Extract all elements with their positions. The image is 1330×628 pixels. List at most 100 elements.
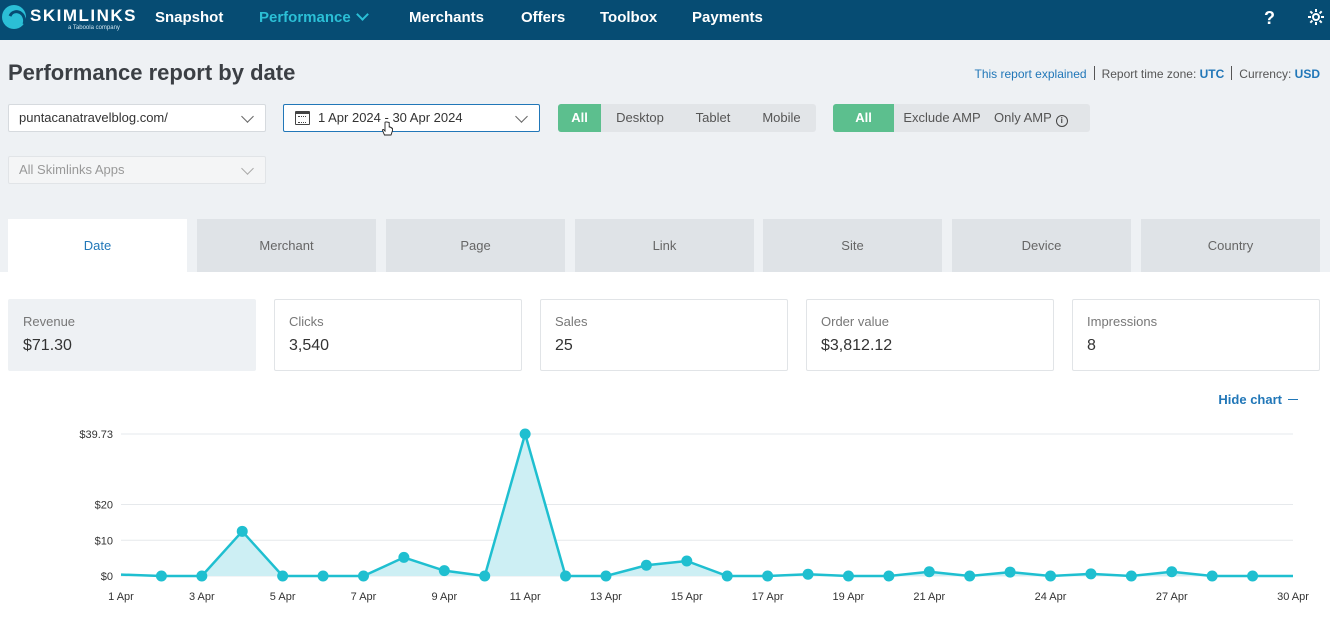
only-amp-button[interactable]: Only AMP i <box>990 104 1090 132</box>
data-point[interactable] <box>721 570 733 582</box>
metric-label: Order value <box>821 314 889 329</box>
tab-link[interactable]: Link <box>575 219 754 272</box>
hide-chart-button[interactable]: Hide chart <box>1218 392 1298 407</box>
device-desktop-button[interactable]: Desktop <box>616 110 664 125</box>
data-point[interactable] <box>196 570 208 582</box>
timezone-label: Report time zone: <box>1101 67 1197 81</box>
tab-device[interactable]: Device <box>952 219 1131 272</box>
gear-icon[interactable] <box>1307 8 1325 26</box>
chevron-down-icon <box>241 110 254 123</box>
metric-label: Clicks <box>289 314 324 329</box>
data-point[interactable] <box>519 428 531 440</box>
data-point[interactable] <box>964 570 976 582</box>
device-mobile-button[interactable]: Mobile <box>762 110 801 125</box>
data-point[interactable] <box>1166 566 1178 578</box>
device-all-button[interactable]: All <box>558 104 601 132</box>
hand-cursor-icon <box>382 121 393 136</box>
chevron-down-icon <box>515 110 528 123</box>
exclude-amp-button[interactable]: Exclude AMP <box>903 110 981 125</box>
date-range-select[interactable]: 1 Apr 2024 - 30 Apr 2024 <box>283 104 540 132</box>
data-point[interactable] <box>479 570 491 582</box>
nav-toolbox[interactable]: Toolbox <box>600 9 658 26</box>
divider <box>1231 66 1233 80</box>
only-amp-label: Only AMP <box>994 110 1052 125</box>
info-icon[interactable]: i <box>1055 115 1068 127</box>
data-point[interactable] <box>277 570 289 582</box>
data-point[interactable] <box>1206 570 1218 582</box>
amp-all-button[interactable]: All <box>833 104 894 132</box>
y-tick-label: $0 <box>101 571 113 583</box>
metric-label: Impressions <box>1087 314 1158 329</box>
data-point[interactable] <box>1247 570 1259 582</box>
tab-country[interactable]: Country <box>1141 219 1320 272</box>
data-point[interactable] <box>1085 568 1097 580</box>
nav-offers[interactable]: Offers <box>521 9 566 26</box>
metric-card-clicks[interactable]: Clicks 3,540 <box>274 299 522 371</box>
y-tick-label: $10 <box>95 535 113 547</box>
chevron-down-icon <box>241 162 254 175</box>
data-point[interactable] <box>842 570 854 582</box>
data-point[interactable] <box>600 570 612 582</box>
amp-filter: All Exclude AMP Only AMP i <box>833 104 1090 132</box>
x-tick-label: 30 Apr <box>1277 591 1309 603</box>
tab-site[interactable]: Site <box>763 219 942 272</box>
nav-snapshot[interactable]: Snapshot <box>155 9 224 26</box>
apps-select-placeholder: All Skimlinks Apps <box>19 162 125 177</box>
nav-payments[interactable]: Payments <box>692 9 763 26</box>
metric-card-sales[interactable]: Sales 25 <box>540 299 788 371</box>
data-point[interactable] <box>762 570 774 582</box>
metric-value: 8 <box>1087 337 1096 354</box>
tab-merchant[interactable]: Merchant <box>197 219 376 272</box>
x-tick-label: 19 Apr <box>833 591 865 603</box>
top-navigation-bar: SKIMLINKS a Taboola company Snapshot Per… <box>0 0 1330 40</box>
calendar-icon <box>295 111 310 125</box>
timezone-value[interactable]: UTC <box>1199 67 1225 81</box>
data-point[interactable] <box>317 570 329 582</box>
logo-text: SKIMLINKS <box>30 6 137 25</box>
data-point[interactable] <box>398 551 410 563</box>
date-range-value: 1 Apr 2024 - 30 Apr 2024 <box>318 110 463 125</box>
data-point[interactable] <box>802 568 814 580</box>
revenue-chart: $0 $10 $20 $39.73 1 Apr 3 Apr 5 Apr 7 Apr 9 Apr… <box>79 428 1309 603</box>
data-point[interactable] <box>681 555 693 567</box>
x-tick-label: 1 Apr <box>108 591 134 603</box>
metric-value: $71.30 <box>23 337 72 354</box>
site-select[interactable]: puntacanatravelblog.com/ <box>8 104 266 132</box>
data-point[interactable] <box>923 566 935 578</box>
report-explained-link[interactable]: This report explained <box>974 67 1087 81</box>
nav-performance[interactable]: Performance <box>259 8 369 26</box>
metric-value: 25 <box>555 337 573 354</box>
data-point[interactable] <box>1004 566 1016 578</box>
apps-select[interactable]: All Skimlinks Apps <box>8 156 266 184</box>
chevron-down-icon <box>355 8 369 21</box>
site-select-value: puntacanatravelblog.com/ <box>19 110 168 125</box>
tab-page[interactable]: Page <box>386 219 565 272</box>
data-point[interactable] <box>640 559 652 571</box>
nav-merchants[interactable]: Merchants <box>409 9 485 26</box>
skimlinks-logo[interactable]: SKIMLINKS a Taboola company <box>2 3 136 37</box>
revenue-line <box>120 429 1293 578</box>
data-point[interactable] <box>883 570 895 582</box>
data-point[interactable] <box>1125 570 1137 582</box>
x-tick-label: 11 Apr <box>510 591 541 603</box>
y-tick-label: $39.73 <box>79 429 113 441</box>
metric-card-order-value[interactable]: Order value $3,812.12 <box>806 299 1054 371</box>
help-icon[interactable]: ? <box>1264 8 1275 28</box>
logo-subtitle: a Taboola company <box>68 25 120 31</box>
metric-label: Sales <box>555 314 588 329</box>
currency-value[interactable]: USD <box>1294 67 1320 81</box>
data-point[interactable] <box>357 570 369 582</box>
metric-card-impressions[interactable]: Impressions 8 <box>1072 299 1320 371</box>
metric-value: 3,540 <box>289 337 330 354</box>
data-point[interactable] <box>236 525 248 537</box>
data-point[interactable] <box>438 565 450 577</box>
x-tick-label: 5 Apr <box>270 591 296 603</box>
device-tablet-button[interactable]: Tablet <box>695 110 731 125</box>
minus-icon <box>1288 398 1298 400</box>
data-point[interactable] <box>560 570 572 582</box>
skimlinks-logo-icon <box>2 5 26 29</box>
tab-date[interactable]: Date <box>8 219 187 273</box>
data-point[interactable] <box>1045 570 1057 582</box>
metric-card-revenue[interactable]: Revenue $71.30 <box>8 299 256 371</box>
data-point[interactable] <box>155 570 167 582</box>
